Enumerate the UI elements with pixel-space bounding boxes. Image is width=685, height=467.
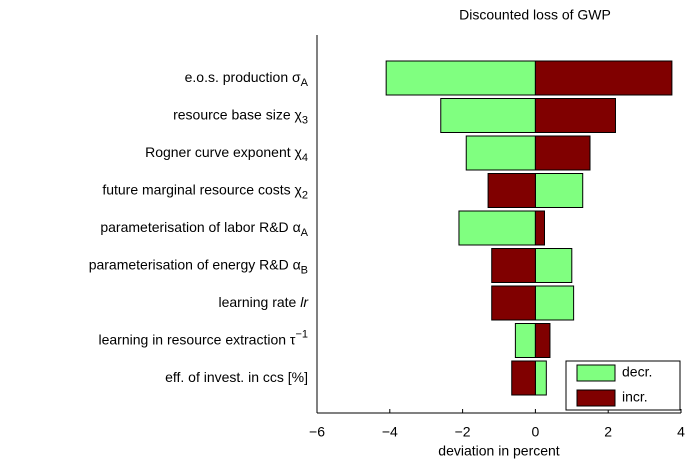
bar	[534, 248, 573, 283]
legend-label: incr.	[622, 389, 648, 405]
bar	[440, 98, 536, 133]
label-part: 3	[302, 114, 308, 126]
label-part: A	[301, 227, 309, 239]
label-part: χ	[295, 106, 303, 122]
label-part: 4	[302, 152, 308, 164]
legend-label: decr.	[622, 364, 652, 380]
bar	[385, 60, 536, 96]
label-part: lr	[300, 294, 309, 310]
chart-title: Discounted loss of GWP	[459, 7, 611, 23]
label-part: e.o.s. production	[185, 69, 292, 85]
y-tick-label: learning rate lr	[219, 294, 310, 310]
y-tick-label: eff. of invest. in ccs [%]	[165, 369, 308, 385]
bar	[511, 360, 536, 396]
label-part: eff. of invest. in ccs [%]	[165, 369, 308, 385]
label-part: A	[301, 77, 309, 89]
bar	[491, 248, 536, 283]
y-tick-label: future marginal resource costs χ2	[102, 181, 308, 201]
label-part: parameterisation of energy R&D	[89, 256, 293, 272]
label-part: future marginal resource costs	[102, 181, 294, 197]
label-part: χ	[295, 181, 303, 197]
label-part: parameterisation of labor R&D	[100, 219, 292, 235]
x-tick-label: 2	[604, 424, 612, 440]
y-tick-label: resource base size χ3	[173, 106, 308, 126]
legend-swatch	[576, 364, 616, 382]
x-tick-label: −2	[455, 424, 471, 440]
label-part: 2	[302, 189, 308, 201]
x-tick-label: 0	[532, 424, 540, 440]
label-part: Rogner curve exponent	[145, 144, 294, 160]
y-tick-label: parameterisation of energy R&D αB	[89, 256, 308, 276]
bar	[458, 210, 536, 246]
label-part: learning in resource extraction	[98, 331, 289, 347]
bar	[534, 210, 546, 246]
label-part: σ	[292, 69, 301, 85]
bar	[534, 360, 547, 396]
y-tick-label: e.o.s. production σA	[185, 69, 309, 89]
bar	[534, 323, 551, 358]
bar	[465, 135, 536, 171]
label-part: α	[293, 256, 301, 272]
x-tick-label: −4	[382, 424, 398, 440]
y-tick-label: Rogner curve exponent χ4	[145, 144, 308, 164]
bar	[534, 285, 575, 321]
label-part: learning rate	[219, 294, 301, 310]
label-part: χ	[295, 144, 303, 160]
bar	[534, 60, 673, 96]
x-tick-label: 4	[677, 424, 685, 440]
bar	[534, 135, 591, 171]
bar	[534, 173, 584, 208]
label-part: α	[293, 219, 301, 235]
x-axis-label: deviation in percent	[438, 443, 560, 459]
bar	[491, 285, 536, 321]
x-tick-label: −6	[309, 424, 325, 440]
y-tick-label: parameterisation of labor R&D αA	[100, 219, 308, 239]
legend-swatch	[576, 389, 616, 407]
label-part: −1	[295, 328, 308, 340]
bar	[487, 173, 536, 208]
label-part: resource base size	[173, 106, 294, 122]
bar	[534, 98, 616, 133]
label-part: B	[301, 264, 308, 276]
bar	[514, 323, 536, 358]
y-tick-label: learning in resource extraction τ−1	[98, 328, 308, 347]
label-part: τ	[290, 331, 296, 347]
